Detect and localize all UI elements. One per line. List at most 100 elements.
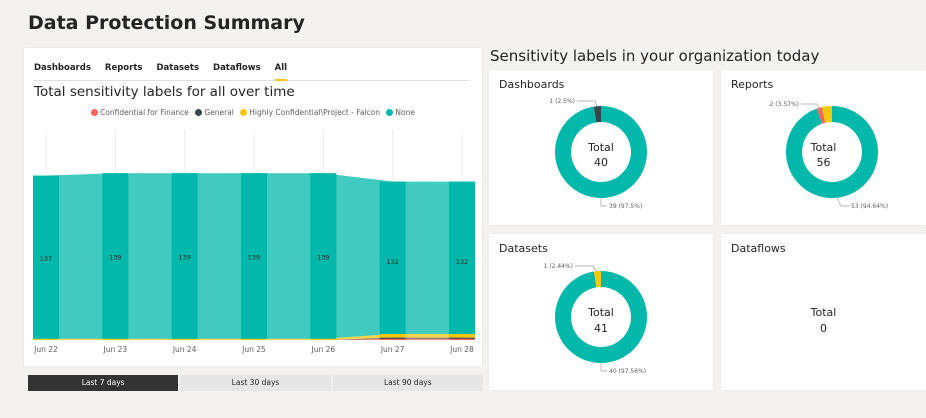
data-column[interactable] — [449, 334, 475, 338]
data-column[interactable] — [241, 173, 267, 339]
legend-dot-icon — [195, 109, 203, 116]
total-value: 56 — [816, 156, 831, 169]
date-range-selector: Last 7 days Last 30 days Last 90 days — [28, 375, 483, 391]
data-column[interactable] — [102, 173, 129, 339]
callout-label: 40 (97.56%) — [609, 368, 646, 375]
area-series[interactable] — [46, 334, 462, 340]
x-tick-label: Jun 23 — [103, 345, 128, 354]
data-column[interactable] — [379, 337, 406, 339]
total-value: 41 — [594, 322, 608, 335]
data-column[interactable] — [310, 173, 337, 339]
chart-padding — [24, 120, 33, 360]
data-label: 139 — [248, 254, 260, 262]
data-column[interactable] — [379, 338, 406, 340]
total-label: Total — [588, 141, 614, 154]
data-label: 139 — [317, 254, 329, 262]
card-title: Dashboards — [499, 78, 565, 91]
callout-line — [801, 103, 822, 113]
x-tick-label: Jun 27 — [380, 345, 405, 354]
legend-label: General — [204, 108, 234, 117]
x-tick-label: Jun 28 — [449, 345, 474, 354]
data-column[interactable] — [33, 338, 59, 340]
data-column[interactable] — [449, 338, 475, 340]
callout-label: 53 (94.64%) — [851, 203, 888, 210]
data-column[interactable] — [310, 338, 337, 340]
card-title: Reports — [731, 78, 774, 91]
donut-slice[interactable] — [555, 106, 647, 198]
callout-line — [836, 197, 849, 207]
last-30-days-button[interactable]: Last 30 days — [180, 375, 331, 391]
donut-slice[interactable] — [821, 106, 832, 123]
donut-slice[interactable] — [555, 271, 647, 363]
data-label: 139 — [178, 254, 190, 262]
chart-legend: Confidential for Finance General Highly … — [24, 108, 482, 118]
total-value: 0 — [820, 322, 827, 335]
donut-slice[interactable] — [593, 271, 601, 288]
total-label: Total — [588, 306, 614, 319]
donut-slice[interactable] — [816, 107, 826, 124]
x-tick-label: Jun 26 — [311, 345, 336, 354]
tab-all[interactable]: All — [274, 58, 288, 81]
donut-slice[interactable] — [593, 106, 601, 123]
callout-label: 1 (2.5%) — [549, 98, 575, 105]
tab-datasets[interactable]: Datasets — [156, 63, 200, 73]
tab-dashboards[interactable]: Dashboards — [34, 63, 91, 73]
callout-line — [577, 100, 598, 108]
legend-label: Confidential for Finance — [100, 108, 189, 117]
reports-donut-card: Reports 2 (3.57%) 53 (94.64%) Total 56 — [721, 70, 926, 225]
total-value: 40 — [594, 156, 608, 169]
dataflows-card: Dataflows Total 0 — [721, 234, 926, 390]
data-label: 132 — [386, 258, 398, 266]
callout-label: 39 (97.5%) — [609, 203, 642, 210]
last-90-days-button[interactable]: Last 90 days — [332, 375, 483, 391]
area-series[interactable] — [46, 337, 462, 340]
chart-padding — [475, 120, 482, 360]
data-label: 132 — [456, 258, 468, 266]
data-column[interactable] — [171, 173, 198, 339]
callout-label: 1 (2.44%) — [544, 263, 573, 270]
legend-item[interactable]: None — [386, 108, 415, 117]
data-column[interactable] — [379, 181, 406, 334]
data-column[interactable] — [449, 337, 475, 339]
donut-chart: 1 (2.44%) 40 (97.56%) — [544, 263, 647, 375]
legend-item[interactable]: Confidential for Finance — [91, 108, 189, 117]
data-label: 137 — [40, 255, 52, 263]
tab-reports[interactable]: Reports — [104, 63, 143, 73]
x-tick-label: Jun 25 — [241, 345, 266, 354]
legend-dot-icon — [386, 109, 394, 116]
data-column[interactable] — [241, 338, 267, 340]
x-tick-label: Jun 22 — [33, 345, 58, 354]
donut-chart: 2 (3.57%) 53 (94.64%) — [770, 101, 889, 210]
card-title: Dataflows — [731, 242, 786, 255]
callout-line — [575, 265, 598, 273]
x-tick-label: Jun 24 — [172, 345, 197, 354]
card-title: Datasets — [499, 242, 548, 255]
area-series[interactable] — [46, 338, 462, 340]
artifact-tabs: Dashboards Reports Datasets Dataflows Al… — [34, 58, 470, 81]
datasets-donut-card: Datasets 1 (2.44%) 40 (97.56%) Total 41 — [489, 234, 713, 390]
data-column[interactable] — [379, 334, 406, 338]
dashboards-donut-card: Dashboards 1 (2.5%) 39 (97.5%) Total 40 — [489, 70, 713, 225]
data-column[interactable] — [33, 175, 59, 339]
labels-over-time-card: Dashboards Reports Datasets Dataflows Al… — [24, 48, 482, 366]
tab-dataflows[interactable]: Dataflows — [213, 63, 261, 73]
donut-chart: 1 (2.5%) 39 (97.5%) — [549, 98, 647, 210]
total-label: Total — [810, 141, 837, 154]
page-title: Data Protection Summary — [28, 12, 305, 34]
org-labels-title: Sensitivity labels in your organization … — [490, 47, 820, 65]
callout-line — [600, 363, 607, 372]
data-column[interactable] — [449, 181, 475, 334]
last-7-days-button[interactable]: Last 7 days — [28, 375, 179, 391]
legend-item[interactable]: Highly Confidential\Project - Falcon — [240, 108, 380, 117]
data-label: 139 — [109, 254, 121, 262]
legend-dot-icon — [240, 109, 248, 116]
legend-label: Highly Confidential\Project - Falcon — [249, 108, 380, 117]
callout-line — [600, 198, 607, 207]
stacked-area-chart: 137 139 139 139 139 132 132 Jun 22 Jun 23 Jun 24 J… — [24, 120, 482, 360]
legend-item[interactable]: General — [195, 108, 234, 117]
data-column[interactable] — [171, 338, 198, 340]
donut-slice[interactable] — [786, 106, 878, 198]
callout-label: 2 (3.57%) — [770, 101, 799, 108]
data-column[interactable] — [102, 338, 129, 340]
chart-title: Total sensitivity labels for all over ti… — [34, 84, 295, 100]
